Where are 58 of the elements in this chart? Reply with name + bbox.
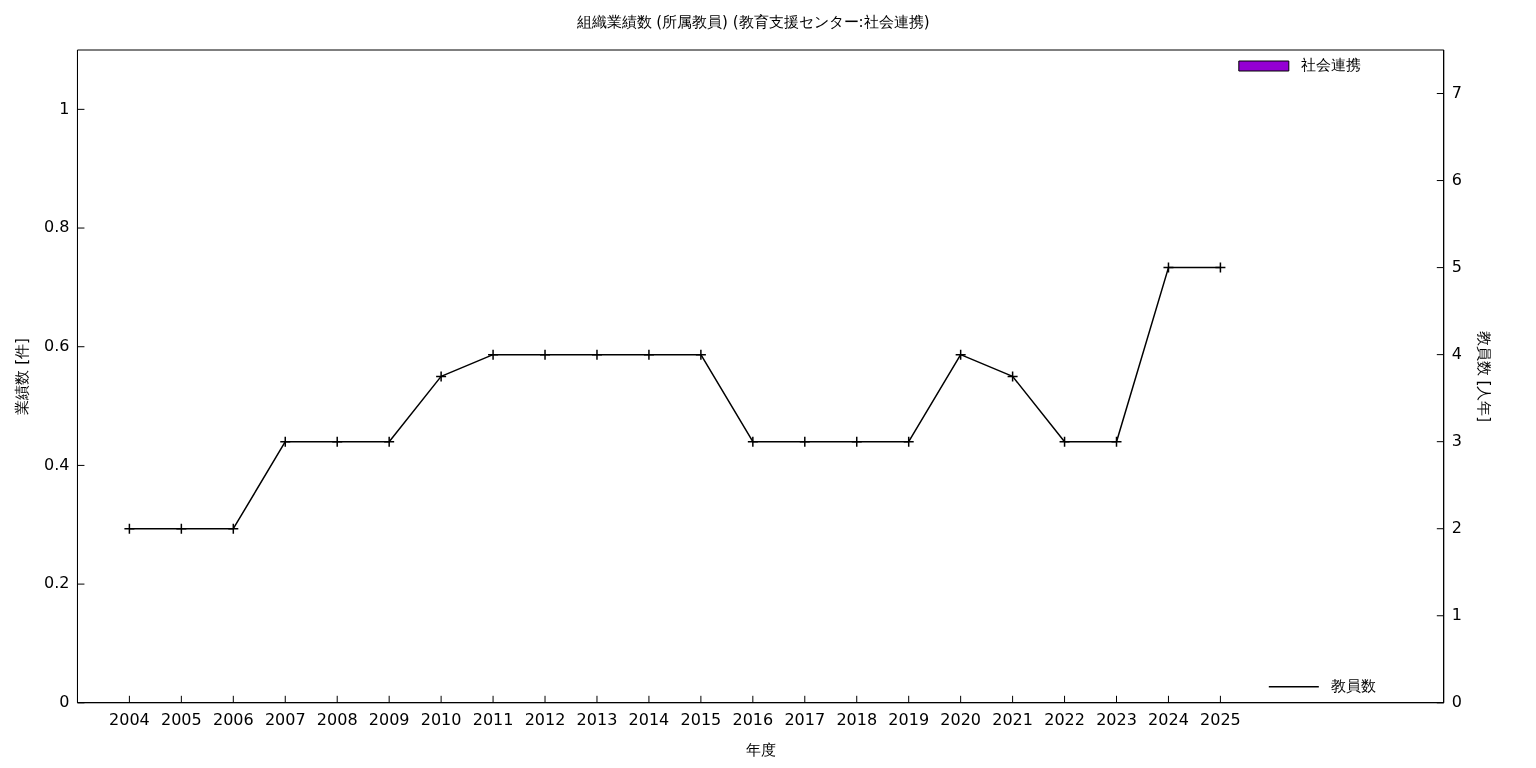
point <box>435 370 447 383</box>
y2-tick-label: 4 <box>1451 343 1463 363</box>
y-tick-label: 1 <box>59 98 70 118</box>
point <box>695 348 707 361</box>
x-tick-label: 2009 <box>368 709 410 729</box>
y2-axis-title: 教員数 [人年] <box>1475 330 1494 423</box>
x-tick-label: 2008 <box>316 709 358 729</box>
point <box>902 435 915 448</box>
x-tick-label: 2022 <box>1044 709 1085 729</box>
x-tick-label: 2018 <box>836 709 878 729</box>
point <box>123 522 136 535</box>
point <box>1006 370 1019 383</box>
point <box>1162 261 1175 274</box>
point <box>1110 435 1123 448</box>
x-axis-title: 年度 <box>745 740 776 759</box>
y2-tick-label: 0 <box>1451 691 1463 711</box>
x-tick-label: 2021 <box>992 709 1033 729</box>
x-tick-label: 2024 <box>1148 709 1189 729</box>
x-tick-label: 2016 <box>732 709 774 729</box>
x-tick-label: 2020 <box>940 709 982 729</box>
x-tick-label: 2017 <box>784 709 826 729</box>
point <box>383 435 395 448</box>
x-tick-label: 2019 <box>888 709 930 729</box>
y2-tick-label: 1 <box>1451 604 1463 624</box>
y-axis-title: 業績数 [件] <box>12 338 31 415</box>
y2-tick-label: 7 <box>1451 82 1463 102</box>
point <box>175 522 188 535</box>
x-tick-label: 2012 <box>524 709 566 729</box>
y-tick-label: 0.8 <box>43 217 70 237</box>
point <box>747 435 759 448</box>
point <box>1058 435 1071 448</box>
x-tick-label: 2013 <box>576 709 618 729</box>
x-tick-label: 2006 <box>212 709 254 729</box>
y-tick-label: 0 <box>59 691 70 711</box>
point <box>487 348 499 361</box>
y2-tick-label: 2 <box>1451 517 1463 537</box>
x-tick-label: 2007 <box>264 709 306 729</box>
point <box>954 348 967 361</box>
point <box>227 522 240 535</box>
x-tick-label: 2025 <box>1200 709 1241 729</box>
x-tick-label: 2010 <box>420 709 462 729</box>
x-tick-label: 2005 <box>160 709 202 729</box>
y-tick-label: 0.6 <box>43 335 70 355</box>
x-tick-label: 2004 <box>109 709 150 729</box>
chart-title: 組織業績数 (所属教員) (教育支援センター:社会連携) <box>575 12 930 31</box>
legend-label: 教員数 <box>1330 676 1376 695</box>
legend-label: 社会連携 <box>1300 55 1361 74</box>
x-tick-label: 2014 <box>628 709 670 729</box>
y2-tick-label: 3 <box>1451 430 1463 450</box>
y2-tick-label: 6 <box>1451 169 1463 189</box>
point <box>279 435 292 448</box>
y2-tick-label: 5 <box>1451 256 1463 276</box>
x-tick-label: 2015 <box>680 709 722 729</box>
x-tick-label: 2023 <box>1096 709 1137 729</box>
y-tick-label: 0.2 <box>43 573 70 593</box>
point <box>1214 261 1227 274</box>
x-tick-label: 2011 <box>472 709 514 729</box>
y-tick-label: 0.4 <box>43 454 70 474</box>
